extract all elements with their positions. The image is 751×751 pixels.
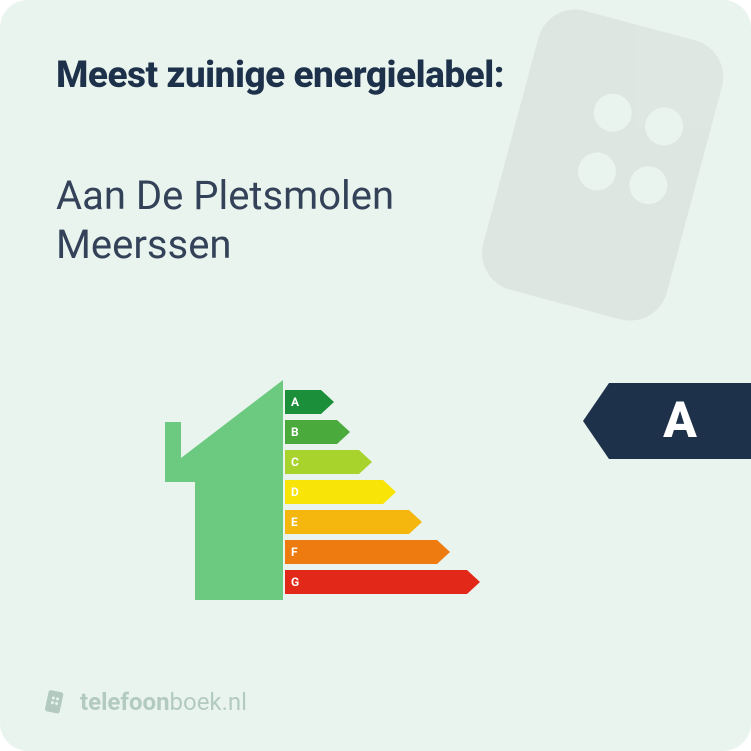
card-title: Meest zuinige energielabel:: [56, 54, 504, 97]
rating-letter: A: [609, 383, 751, 459]
house-icon: [165, 380, 283, 600]
bar-letter: D: [291, 480, 299, 504]
bar-letter: A: [291, 390, 299, 414]
address-line-1: Aan De Pletsmolen: [56, 172, 394, 221]
bar-letter: C: [291, 450, 299, 474]
address-block: Aan De Pletsmolen Meerssen: [56, 172, 394, 270]
bar-letter: B: [291, 420, 299, 444]
footer-brand: telefoonboek.nl: [40, 687, 247, 717]
bar-letter: E: [291, 510, 298, 534]
footer-text: telefoonboek.nl: [80, 688, 247, 716]
energy-label-card: Meest zuinige energielabel: Aan De Plets…: [0, 0, 751, 751]
phone-book-icon: [40, 687, 70, 717]
bar-letter: F: [291, 540, 298, 564]
address-line-2: Meerssen: [56, 221, 394, 270]
bar-letter: G: [291, 570, 299, 594]
